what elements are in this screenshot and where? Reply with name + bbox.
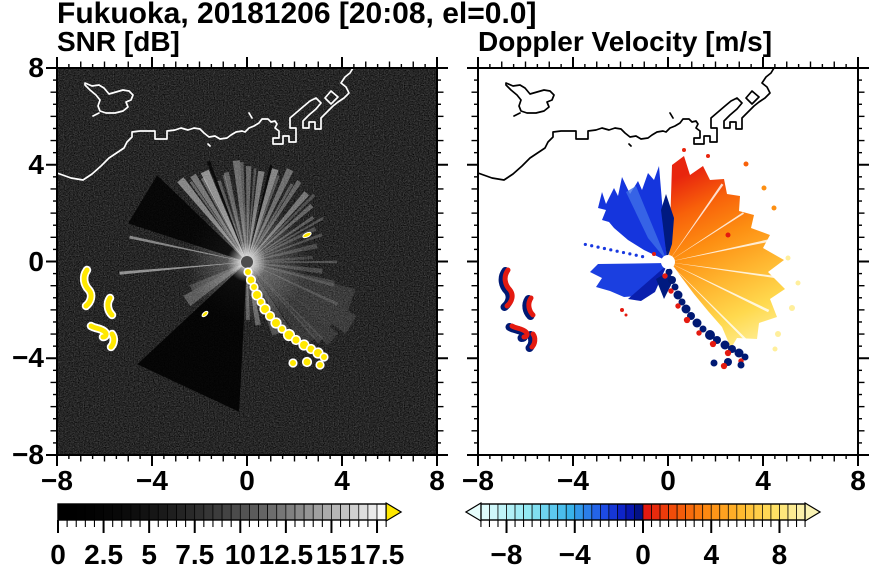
x-tick-label: −4 [557, 465, 589, 496]
snr-colorbar-label: 15 [315, 539, 348, 570]
doppler-colorbar-label: 8 [771, 539, 788, 570]
snr-colorbar-label: 2.5 [84, 539, 124, 570]
colorbars [57, 501, 822, 533]
doppler-colorbar-label: 0 [635, 539, 651, 570]
coastline-snr [57, 68, 354, 181]
snr-colorbar-label: 0 [50, 539, 66, 570]
x-tick-label: −8 [462, 465, 494, 496]
snr-colorbar-label: 7.5 [175, 539, 215, 570]
doppler-colorbar-label: 4 [703, 539, 720, 570]
snr-panel-title: SNR [dB] [57, 26, 180, 57]
x-tick-label: −4 [136, 465, 168, 496]
doppler-panel [478, 68, 858, 455]
snr-radar-echo [79, 160, 357, 412]
doppler-colorbar-label: −4 [558, 539, 591, 570]
y-tick-label: 4 [28, 148, 44, 180]
y-tick-label: −8 [12, 439, 44, 470]
x-tick-label: 0 [239, 465, 255, 496]
x-tick-label: −8 [41, 465, 73, 496]
y-tick-label: 8 [28, 52, 44, 83]
x-tick-label: 4 [755, 465, 771, 496]
x-tick-label: 4 [334, 465, 350, 496]
x-tick-label: 0 [660, 465, 676, 496]
snr-panel [57, 68, 437, 455]
snr-colorbar-label: 12.5 [258, 539, 314, 570]
x-tick-label: 8 [850, 465, 866, 496]
snr-colorbar-label: 17.5 [349, 539, 405, 570]
figure-title: Fukuoka, 20181206 [20:08, el=0.0] [57, 0, 537, 30]
y-tick-label: −4 [12, 342, 44, 374]
x-tick-label: 8 [429, 465, 445, 496]
y-tick-label: 0 [28, 245, 44, 277]
coastline-doppler [478, 68, 775, 181]
snr-colorbar-label: 5 [141, 539, 157, 570]
doppler-colorbar-label: −8 [490, 539, 523, 570]
doppler-panel-title: Doppler Velocity [m/s] [478, 26, 773, 57]
snr-colorbar-label: 10 [224, 539, 256, 570]
axis-ticks [46, 57, 869, 466]
doppler-radar-echo [498, 148, 801, 370]
